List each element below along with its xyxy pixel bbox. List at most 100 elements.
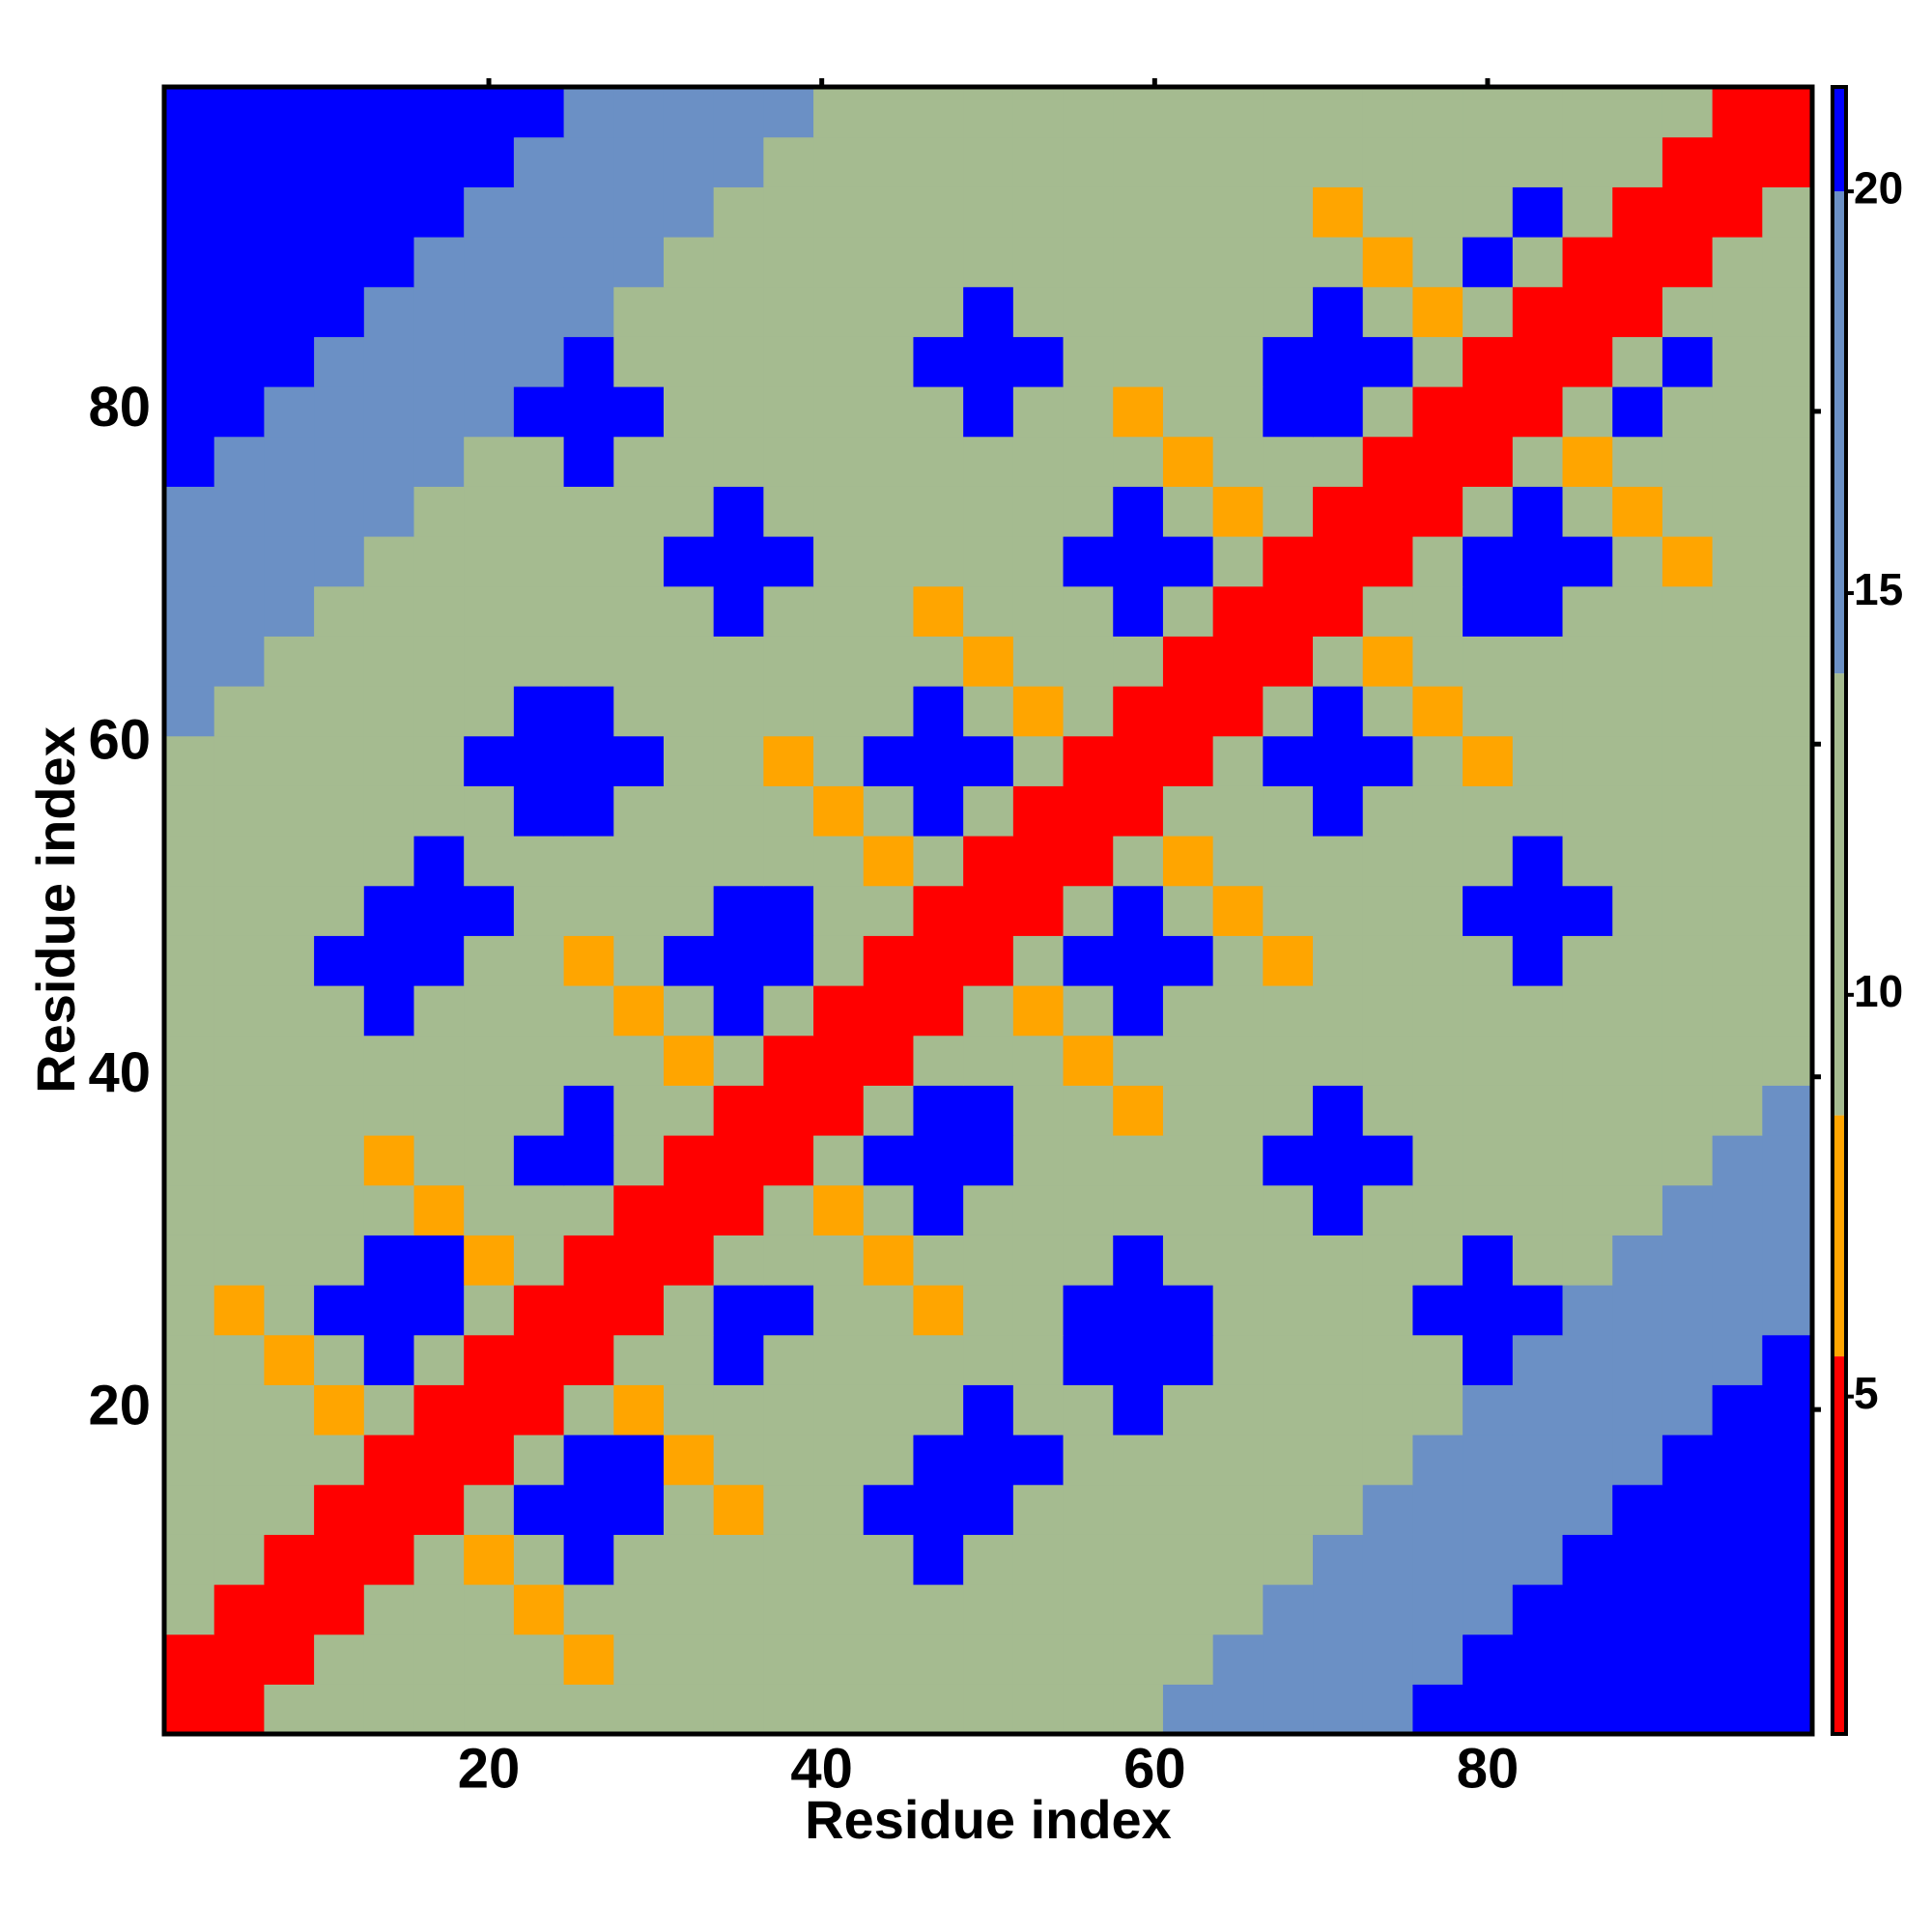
heatmap-cell	[213, 136, 265, 187]
heatmap-cell	[863, 1085, 915, 1136]
heatmap-cell	[1412, 136, 1463, 187]
heatmap-cell	[813, 985, 865, 1037]
heatmap-cell	[1012, 87, 1065, 138]
heatmap-cell	[913, 1384, 964, 1435]
heatmap-cell	[563, 336, 614, 387]
heatmap-cell	[1012, 585, 1065, 637]
heatmap-cell	[563, 1534, 614, 1585]
heatmap-cell	[1412, 1334, 1463, 1385]
heatmap-cell	[713, 1435, 764, 1486]
heatmap-cell	[1063, 336, 1114, 387]
heatmap-cell	[1012, 536, 1065, 587]
heatmap-cell	[363, 1035, 415, 1086]
heatmap-cell	[464, 636, 515, 687]
heatmap-cell	[963, 286, 1014, 337]
heatmap-cell	[1412, 885, 1463, 936]
heatmap-cell	[464, 1085, 515, 1136]
heatmap-cell	[1562, 536, 1613, 587]
heatmap-cell	[1263, 1285, 1314, 1336]
heatmap-cell	[1313, 1534, 1364, 1585]
heatmap-cell	[563, 1584, 614, 1635]
heatmap-cell	[1562, 386, 1613, 438]
heatmap-cell	[1063, 1285, 1114, 1336]
heatmap-cell	[913, 885, 964, 936]
heatmap-cell	[1362, 386, 1414, 438]
heatmap-cell	[1612, 1634, 1663, 1685]
heatmap-cell	[1662, 1285, 1714, 1336]
heatmap-cell	[314, 735, 365, 786]
heatmap-cell	[1313, 885, 1364, 936]
heatmap-cell	[613, 1534, 665, 1585]
heatmap-cell	[763, 636, 814, 687]
heatmap-cell	[1762, 1184, 1813, 1236]
heatmap-cell	[1263, 1184, 1314, 1236]
heatmap-cell	[913, 1085, 964, 1136]
heatmap-cell	[1263, 237, 1314, 288]
heatmap-cell	[413, 87, 465, 138]
heatmap-cell	[1762, 1085, 1813, 1136]
heatmap-cell	[1512, 486, 1564, 537]
heatmap-cell	[464, 1584, 515, 1635]
heatmap-cell	[1362, 237, 1414, 288]
heatmap-cell	[1762, 585, 1813, 637]
heatmap-cell	[763, 1684, 814, 1735]
heatmap-cell	[1512, 636, 1564, 687]
heatmap-cell	[1313, 785, 1364, 837]
heatmap-cell	[713, 836, 764, 887]
heatmap-cell	[913, 1285, 964, 1336]
heatmap-cell	[314, 1384, 365, 1435]
heatmap-cell	[1362, 536, 1414, 587]
heatmap-cell	[363, 636, 415, 687]
heatmap-cell	[314, 1085, 365, 1136]
heatmap-cell	[563, 536, 614, 587]
heatmap-cell	[763, 1334, 814, 1385]
heatmap-cell	[1362, 1184, 1414, 1236]
heatmap-cell	[1562, 885, 1613, 936]
heatmap-cell	[1063, 1135, 1114, 1186]
heatmap-cell	[1012, 336, 1065, 387]
heatmap-cell	[264, 436, 315, 487]
heatmap-cell	[763, 87, 814, 138]
heatmap-cell	[1612, 186, 1663, 238]
heatmap-cell	[1762, 1684, 1813, 1735]
heatmap-cell	[613, 486, 665, 537]
heatmap-cell	[1512, 136, 1564, 187]
heatmap-cell	[713, 436, 764, 487]
heatmap-cell	[1562, 1085, 1613, 1136]
heatmap-cell	[464, 1235, 515, 1286]
heatmap-cell	[1362, 1584, 1414, 1635]
heatmap-cell	[213, 1235, 265, 1286]
heatmap-cell	[613, 336, 665, 387]
heatmap-cell	[1162, 1235, 1214, 1286]
heatmap-cell	[763, 1235, 814, 1286]
heatmap-cell	[1012, 237, 1065, 288]
heatmap-cell	[1212, 985, 1264, 1037]
heatmap-cell	[314, 1285, 365, 1336]
heatmap-cell	[1662, 536, 1714, 587]
heatmap-cell	[1212, 1584, 1264, 1635]
heatmap-cell	[1762, 1584, 1813, 1635]
heatmap-cell	[1263, 686, 1314, 737]
heatmap-cell	[1063, 1684, 1114, 1735]
heatmap-cell	[863, 1235, 915, 1286]
heatmap-cell	[1762, 136, 1813, 187]
heatmap-cell	[1012, 636, 1065, 687]
heatmap-cell	[613, 985, 665, 1037]
heatmap-cell	[1313, 486, 1364, 537]
heatmap-cell	[1313, 585, 1364, 637]
heatmap-cell	[1012, 735, 1065, 786]
heatmap-cell	[164, 1035, 215, 1086]
heatmap-cell	[713, 1334, 764, 1385]
heatmap-cell	[314, 536, 365, 587]
heatmap-cell	[1463, 1085, 1514, 1136]
heatmap-cell	[863, 1435, 915, 1486]
heatmap-cell	[1113, 1184, 1164, 1236]
heatmap-cell	[314, 935, 365, 986]
heatmap-cell	[1512, 1135, 1564, 1186]
heatmap-cell	[713, 1235, 764, 1286]
heatmap-cell	[963, 735, 1014, 786]
heatmap-cell	[464, 237, 515, 288]
heatmap-cell	[1063, 1634, 1114, 1685]
heatmap-cell	[1712, 985, 1763, 1037]
heatmap-cell	[613, 1184, 665, 1236]
